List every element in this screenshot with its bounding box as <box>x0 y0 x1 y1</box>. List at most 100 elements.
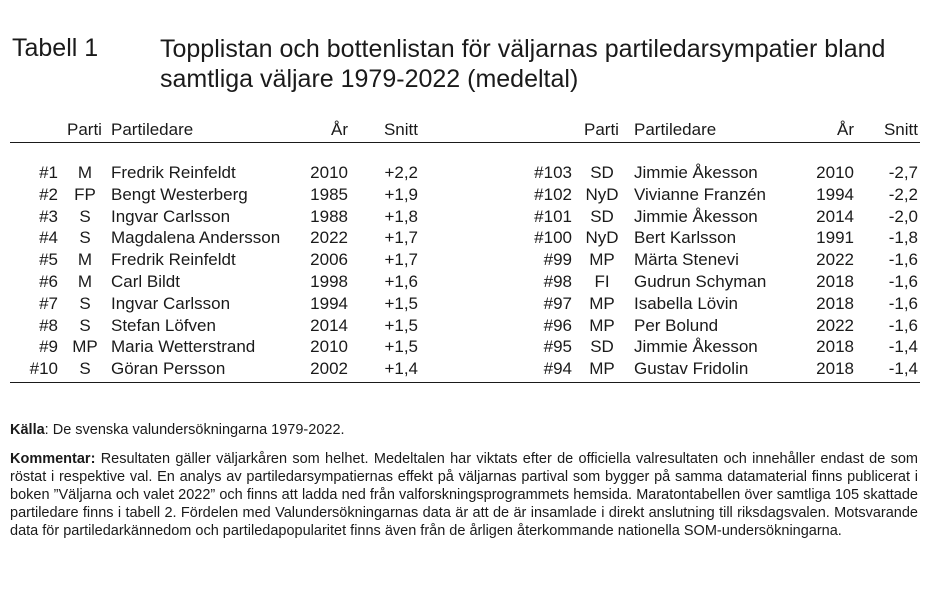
cell-rank: #7 <box>39 293 58 313</box>
cell-rank: #4 <box>39 228 58 248</box>
cell-rank: #5 <box>39 250 58 270</box>
cell-avg: +1,4 <box>384 359 418 379</box>
table-row-bottom: #96 MP Per Bolund 2022 -1,6 <box>0 316 936 338</box>
cell-year: 2018 <box>816 272 854 291</box>
cell-leader: Jimmie Åkesson <box>634 206 758 226</box>
table-row-bottom: #98 FI Gudrun Schyman 2018 -1,6 <box>0 272 936 294</box>
cell-year: 2022 <box>816 250 854 270</box>
cell-leader: Bert Karlsson <box>634 228 737 248</box>
table-row-top: #1 M Fredrik Reinfeldt 2010 +2,2 <box>0 163 936 185</box>
header-parti-right: Parti <box>584 120 619 139</box>
table-row-bottom: #101 SD Jimmie Åkesson 2014 -2,0 <box>0 207 936 229</box>
cell-party: MP <box>589 315 615 335</box>
cell-avg: -1,6 <box>888 250 918 270</box>
cell-avg: +1,7 <box>384 228 418 248</box>
cell-avg: +1,7 <box>384 250 418 270</box>
header-ar-left: År <box>331 120 348 139</box>
table-row-top: #7 S Ingvar Carlsson 1994 +1,5 <box>0 294 936 316</box>
cell-year: 2006 <box>310 250 348 270</box>
cell-year: 1991 <box>816 228 854 248</box>
cell-party: MP <box>72 337 98 357</box>
table-row-bottom: #95 SD Jimmie Åkesson 2018 -1,4 <box>0 337 936 359</box>
cell-party: S <box>79 315 91 335</box>
comment-note: Kommentar: Resultaten gäller väljarkåren… <box>10 450 918 540</box>
cell-avg: -2,7 <box>888 163 918 182</box>
cell-avg: -1,6 <box>888 293 918 313</box>
cell-party: S <box>79 206 91 226</box>
cell-rank: #100 <box>534 228 572 248</box>
cell-party: NyD <box>585 184 619 204</box>
cell-rank: #102 <box>534 184 572 204</box>
header-ar-right: År <box>837 120 854 139</box>
cell-year: 2014 <box>310 315 348 335</box>
table-notes: Källa: De svenska valundersökningarna 19… <box>10 421 918 551</box>
cell-party: FI <box>594 272 610 291</box>
cell-avg: -1,4 <box>888 337 918 357</box>
header-partiledare-right: Partiledare <box>634 120 717 139</box>
table-row-bottom: #103 SD Jimmie Åkesson 2010 -2,7 <box>0 163 936 185</box>
cell-rank: #98 <box>543 272 572 291</box>
cell-year: 2018 <box>816 359 854 379</box>
cell-party: SD <box>590 337 614 357</box>
cell-leader: Carl Bildt <box>111 272 180 291</box>
table-row-top: #10 S Göran Persson 2002 +1,4 <box>0 359 936 381</box>
table-row-bottom: #100 NyD Bert Karlsson 1991 -1,8 <box>0 228 936 250</box>
cell-leader: Vivianne Franzén <box>634 184 766 204</box>
cell-party: S <box>79 293 91 313</box>
cell-leader: Jimmie Åkesson <box>634 163 758 182</box>
cell-party: S <box>79 228 91 248</box>
table-row-bottom: #102 NyD Vivianne Franzén 1994 -2,2 <box>0 185 936 207</box>
cell-rank: #3 <box>39 206 58 226</box>
cell-avg: +2,2 <box>384 163 418 182</box>
cell-year: 1994 <box>816 184 854 204</box>
cell-leader: Jimmie Åkesson <box>634 337 758 357</box>
source-label: Källa <box>10 422 45 438</box>
cell-year: 1998 <box>310 272 348 291</box>
cell-avg: +1,5 <box>384 337 418 357</box>
table-row-top: #2 FP Bengt Westerberg 1985 +1,9 <box>0 185 936 207</box>
cell-avg: +1,6 <box>384 272 418 291</box>
table-row-top: #6 M Carl Bildt 1998 +1,6 <box>0 272 936 294</box>
cell-party: MP <box>589 293 615 313</box>
cell-rank: #2 <box>39 184 58 204</box>
cell-leader: Gustav Fridolin <box>634 359 749 379</box>
cell-leader: Märta Stenevi <box>634 250 739 270</box>
cell-avg: -1,8 <box>888 228 918 248</box>
cell-year: 2002 <box>310 359 348 379</box>
cell-rank: #94 <box>543 359 572 379</box>
cell-leader: Göran Persson <box>111 359 226 379</box>
table-row-top: #9 MP Maria Wetterstrand 2010 +1,5 <box>0 337 936 359</box>
cell-avg: +1,5 <box>384 315 418 335</box>
cell-year: 2010 <box>816 163 854 182</box>
table-row-bottom: #99 MP Märta Stenevi 2022 -1,6 <box>0 250 936 272</box>
cell-year: 2022 <box>816 315 854 335</box>
cell-rank: #9 <box>39 337 58 357</box>
cell-rank: #95 <box>543 337 572 357</box>
cell-avg: -1,4 <box>888 359 918 379</box>
header-parti-left: Parti <box>67 120 102 139</box>
cell-rank: #101 <box>534 206 572 226</box>
cell-rank: #103 <box>534 163 572 182</box>
header-snitt-left: Snitt <box>383 120 418 139</box>
cell-party: MP <box>589 359 615 379</box>
cell-party: M <box>77 163 93 182</box>
cell-year: 2018 <box>816 337 854 357</box>
cell-leader: Ingvar Carlsson <box>111 206 231 226</box>
cell-leader: Fredrik Reinfeldt <box>111 250 236 270</box>
cell-avg: -2,0 <box>888 206 918 226</box>
cell-rank: #6 <box>39 272 58 291</box>
table-row-top: #5 M Fredrik Reinfeldt 2006 +1,7 <box>0 250 936 272</box>
cell-rank: #8 <box>39 315 58 335</box>
cell-rank: #96 <box>543 315 572 335</box>
cell-year: 2018 <box>816 293 854 313</box>
cell-party: SD <box>590 163 614 182</box>
table-row-top: #3 S Ingvar Carlsson 1988 +1,8 <box>0 207 936 229</box>
cell-year: 2010 <box>310 163 348 182</box>
table-title: Topplistan och bottenlistan för väljarna… <box>160 35 886 93</box>
cell-leader: Gudrun Schyman <box>634 272 767 291</box>
cell-leader: Stefan Löfven <box>111 315 216 335</box>
cell-party: FP <box>74 184 96 204</box>
cell-leader: Per Bolund <box>634 315 719 335</box>
cell-leader: Ingvar Carlsson <box>111 293 231 313</box>
cell-avg: +1,8 <box>384 206 418 226</box>
